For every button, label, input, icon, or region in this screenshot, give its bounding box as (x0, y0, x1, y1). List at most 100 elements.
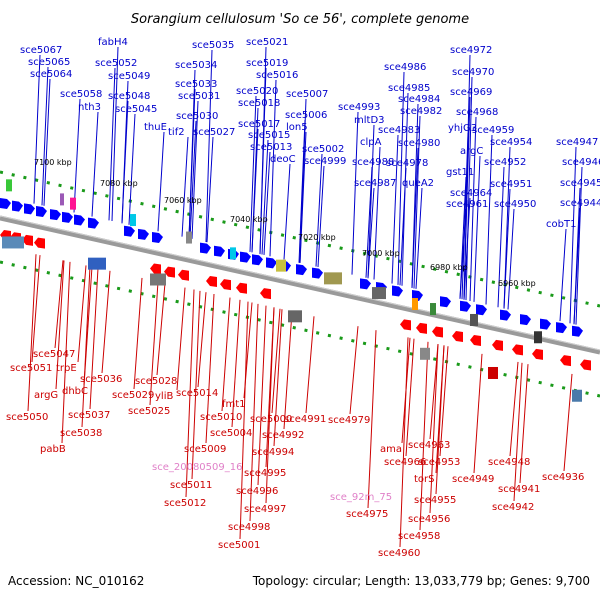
forward-gene-arrow (214, 245, 225, 257)
gene-label-other: sce_92m_75 (330, 492, 392, 503)
forward-label-connector (461, 132, 469, 300)
reverse-label-connector (439, 346, 449, 457)
reverse-gene-arrow (150, 263, 161, 275)
forward-label-connector (391, 134, 399, 284)
genome-axis (0, 215, 600, 355)
reverse-label-connector (513, 362, 523, 502)
gene-label-forward: sce5013 (250, 142, 292, 153)
gene-label-forward: sce4968 (456, 107, 498, 118)
gene-label-forward: tif2 (168, 127, 185, 138)
gene-label-forward: sce4950 (494, 199, 536, 210)
gene-label-forward: sce4978 (386, 158, 428, 169)
gene-label-reverse: sce4956 (408, 514, 450, 525)
forward-label-connector (399, 167, 407, 286)
forward-label-connector (111, 46, 119, 222)
reverse-label-connector (81, 266, 91, 428)
gene-label-reverse: sce4941 (498, 484, 540, 495)
gene-label-forward: sce4945 (560, 178, 600, 189)
gene-label-reverse: sce5004 (210, 428, 252, 439)
gene-label-forward: sce5052 (95, 58, 137, 69)
feature-block (276, 259, 286, 272)
gene-label-reverse: sce5001 (218, 540, 260, 551)
feature-block (572, 389, 582, 402)
reverse-label-connector (205, 293, 215, 444)
gene-label-reverse: argG (34, 390, 58, 401)
gene-label-reverse: sce5051 (10, 363, 52, 374)
forward-gene-arrow (476, 304, 487, 316)
gene-label-forward: sce4986 (384, 62, 426, 73)
forward-label-connector (503, 188, 511, 309)
gene-label-forward: sce5006 (285, 110, 327, 121)
gene-label-reverse: ama (380, 444, 402, 455)
forward-label-connector (559, 228, 567, 322)
forward-label-connector (181, 136, 189, 237)
forward-gene-arrow (24, 203, 35, 215)
feature-block (6, 179, 12, 192)
reverse-label-connector (435, 345, 445, 495)
gene-label-forward: mltD3 (354, 115, 385, 126)
reverse-label-connector (27, 254, 37, 412)
reverse-label-connector (273, 309, 283, 447)
forward-gene-arrow (572, 325, 583, 337)
gene-label-forward: sce4984 (398, 94, 440, 105)
gene-label-forward: sce4964 (450, 188, 492, 199)
forward-gene-arrow (312, 267, 323, 279)
feature-block (430, 303, 436, 316)
gene-label-reverse: sce4955 (414, 495, 456, 506)
forward-label-connector (367, 124, 375, 279)
forward-label-connector (128, 113, 136, 225)
reverse-label-connector (419, 341, 429, 531)
reverse-gene-arrow (560, 355, 571, 367)
forward-gene-arrow (124, 225, 135, 237)
feature-block (130, 214, 136, 227)
reverse-label-connector (156, 283, 166, 376)
forward-gene-arrow (240, 251, 251, 263)
feature-block (372, 287, 386, 300)
forward-gene-arrow (296, 264, 307, 276)
gene-label-forward: sce5020 (236, 86, 278, 97)
reverse-label-connector (176, 287, 186, 391)
scale-tick-label: 6980 kbp (430, 263, 468, 272)
gene-label-reverse: sce5029 (112, 390, 154, 401)
gene-label-forward: sce5027 (193, 127, 235, 138)
forward-label-connector (249, 95, 257, 252)
reverse-label-connector (405, 338, 415, 457)
reverse-label-connector (265, 307, 275, 504)
forward-label-connector (367, 187, 375, 279)
gene-label-reverse: sce5037 (68, 410, 110, 421)
gene-label-forward: argC (460, 146, 483, 157)
forward-label-connector (397, 71, 405, 285)
gene-label-reverse: sce5014 (176, 388, 218, 399)
forward-gene-arrow (392, 285, 403, 297)
forward-label-connector (465, 76, 473, 301)
forward-label-connector (43, 78, 51, 206)
gene-label-forward: yhjG3 (448, 123, 477, 134)
forward-label-connector (497, 166, 505, 308)
reverse-label-connector (197, 292, 207, 388)
reverse-label-connector (399, 337, 409, 548)
forward-label-connector (351, 111, 359, 275)
gene-label-reverse: sce4948 (488, 457, 530, 468)
topology-label: Topology: circular; Length: 13,033,779 b… (252, 574, 590, 588)
gene-label-reverse: sce5000 (250, 414, 292, 425)
reverse-label-connector (54, 260, 64, 349)
reverse-label-connector (77, 265, 87, 363)
forward-gene-arrow (360, 278, 371, 290)
forward-label-connector (569, 146, 577, 324)
reverse-gene-arrow (260, 288, 271, 300)
feature-block (534, 331, 542, 344)
reverse-gene-arrow (452, 330, 463, 342)
forward-label-connector (373, 146, 381, 280)
reverse-gene-arrow (416, 322, 427, 334)
forward-gene-arrow (266, 257, 277, 269)
reverse-gene-arrow (22, 234, 33, 246)
forward-label-connector (259, 67, 267, 255)
feature-block (230, 247, 236, 260)
gene-label-forward: sce4944 (560, 198, 600, 209)
gene-label-forward: sce4952 (484, 157, 526, 168)
forward-label-connector (469, 116, 477, 301)
scale-tick-label: 7000 kbp (362, 249, 400, 258)
feature-block (288, 310, 302, 323)
forward-gene-arrow (88, 217, 99, 229)
gene-label-reverse: sce4979 (328, 415, 370, 426)
